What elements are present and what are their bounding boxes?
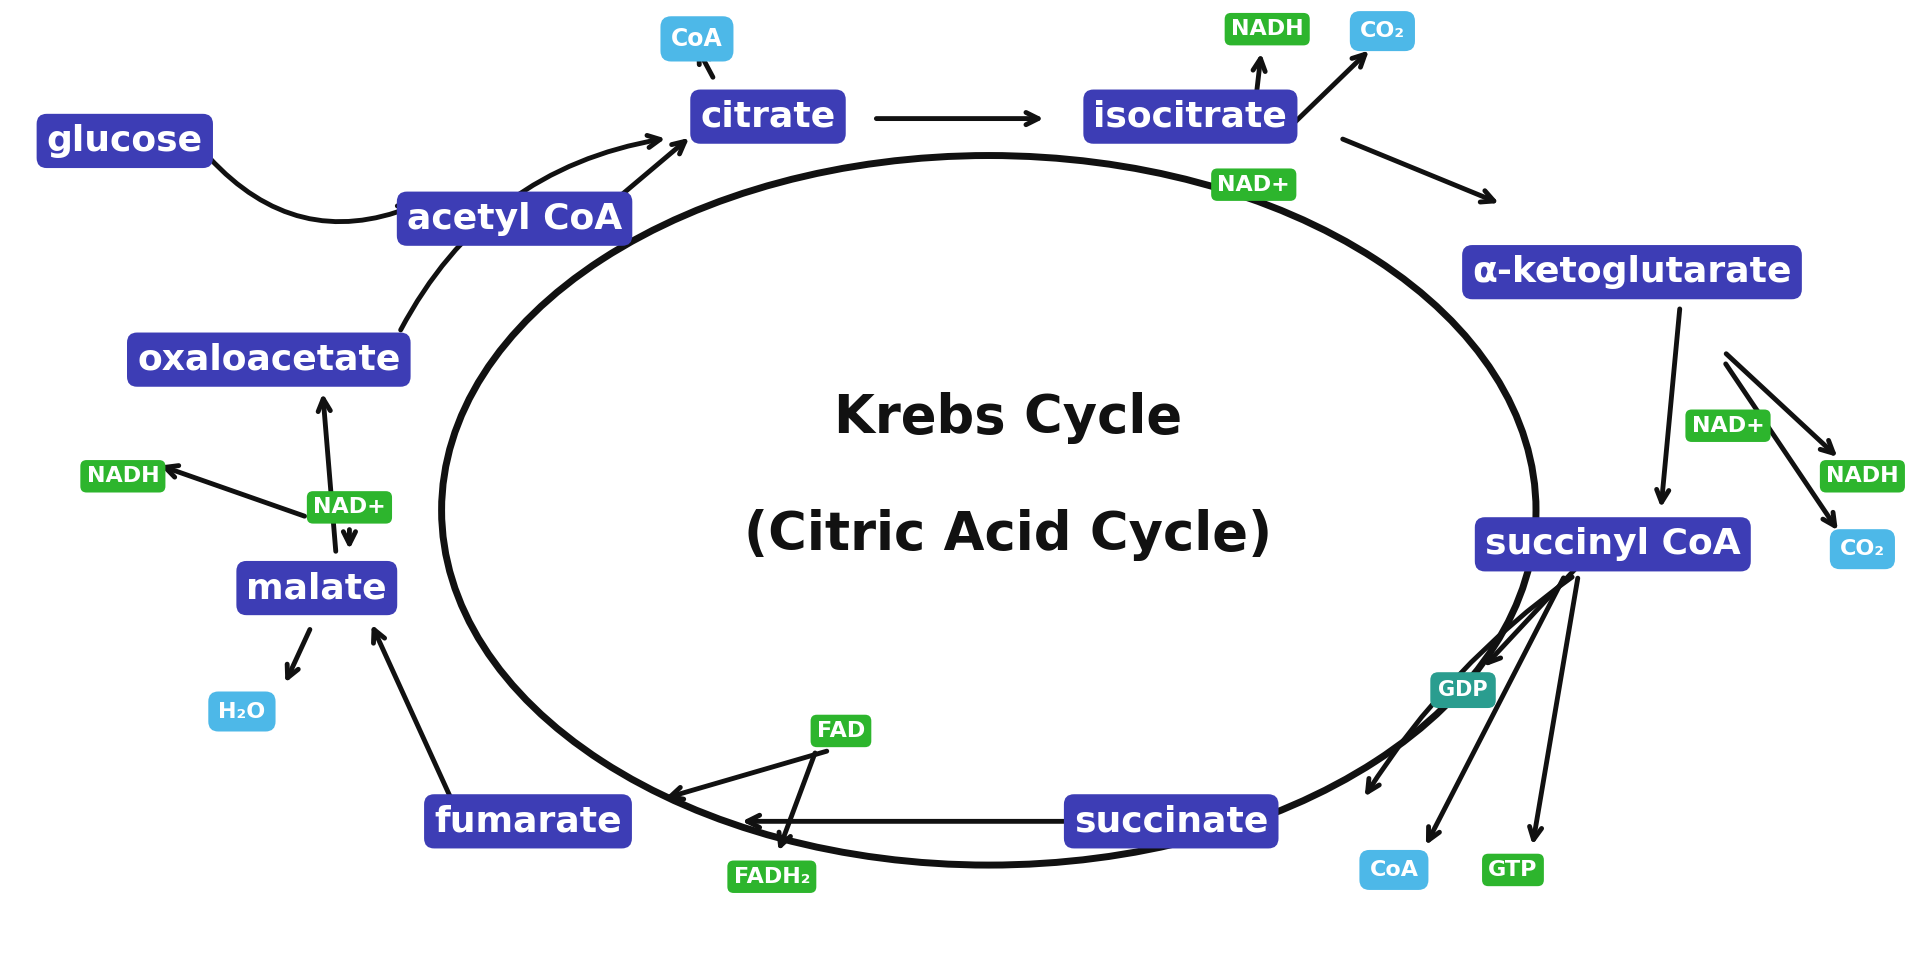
Text: oxaloacetate: oxaloacetate [136,343,401,376]
Text: succinate: succinate [1073,805,1269,838]
Text: H₂O: H₂O [219,702,265,721]
Text: NAD+: NAD+ [313,498,386,517]
Text: glucose: glucose [46,124,204,157]
Text: isocitrate: isocitrate [1094,100,1286,133]
Text: NAD+: NAD+ [1692,416,1764,435]
Text: Krebs Cycle: Krebs Cycle [833,392,1183,444]
Text: fumarate: fumarate [434,805,622,838]
Text: CoA: CoA [672,27,722,51]
Text: (Citric Acid Cycle): (Citric Acid Cycle) [743,508,1273,561]
Text: GTP: GTP [1488,860,1538,880]
Text: FADH₂: FADH₂ [733,867,810,886]
Text: succinyl CoA: succinyl CoA [1484,528,1741,561]
Text: CO₂: CO₂ [1359,21,1405,41]
Text: NADH: NADH [1826,467,1899,486]
Text: α-ketoglutarate: α-ketoglutarate [1473,256,1791,289]
Text: CoA: CoA [1369,860,1419,880]
Text: malate: malate [246,572,388,605]
Text: FAD: FAD [816,721,866,741]
Text: NAD+: NAD+ [1217,175,1290,194]
Text: acetyl CoA: acetyl CoA [407,202,622,235]
Text: NADH: NADH [86,467,159,486]
Text: CO₂: CO₂ [1839,539,1885,559]
Text: citrate: citrate [701,100,835,133]
Text: NADH: NADH [1231,19,1304,39]
Text: GDP: GDP [1438,680,1488,700]
